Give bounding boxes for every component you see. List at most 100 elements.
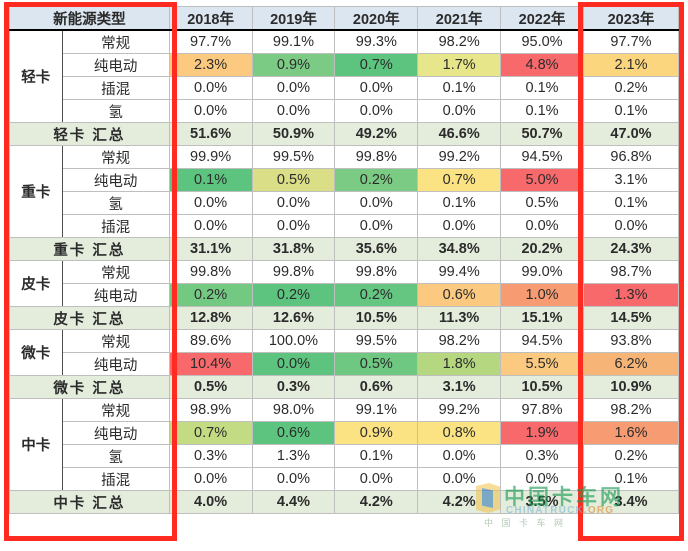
table-header-row: 新能源类型 2018年 2019年 2020年 2021年 2022年 2023年: [9, 6, 680, 31]
data-cell: 99.2%: [417, 145, 502, 169]
data-cell: 0.1%: [417, 191, 502, 215]
data-cell: 0.0%: [168, 99, 253, 123]
data-cell: 99.8%: [334, 260, 419, 284]
data-cell: 0.0%: [582, 214, 680, 238]
energy-type-label: 插混: [61, 76, 170, 100]
data-cell: 0.2%: [582, 444, 680, 468]
data-cell: 0.2%: [251, 283, 336, 307]
summary-cell: 46.6%: [417, 122, 502, 146]
data-cell: 1.3%: [251, 444, 336, 468]
data-cell: 0.0%: [334, 214, 419, 238]
summary-cell: 49.2%: [334, 122, 419, 146]
energy-type-label: 常规: [61, 145, 170, 169]
data-cell: 0.8%: [417, 421, 502, 445]
data-cell: 2.3%: [168, 53, 253, 77]
data-cell: 0.9%: [334, 421, 419, 445]
data-cell: 0.0%: [251, 99, 336, 123]
summary-cell: 31.8%: [251, 237, 336, 261]
table-row: 插混 0.0% 0.0% 0.0% 0.0% 0.0% 0.0%: [10, 214, 680, 238]
header-year-2022[interactable]: 2022年: [500, 6, 584, 31]
watermark-subtitle: 中 国 卡 车 网: [484, 518, 567, 528]
header-year-2023[interactable]: 2023年: [582, 6, 680, 31]
summary-cell: 31.1%: [168, 237, 253, 261]
data-cell: 0.0%: [417, 99, 502, 123]
data-cell: 10.4%: [168, 352, 253, 376]
data-cell: 1.9%: [500, 421, 584, 445]
data-cell: 4.8%: [500, 53, 584, 77]
data-cell: 94.5%: [500, 329, 584, 353]
data-cell: 99.3%: [334, 29, 419, 54]
summary-cell: 50.7%: [500, 122, 584, 146]
data-cell: 98.0%: [251, 398, 336, 422]
table-row: 氢 0.0% 0.0% 0.0% 0.0% 0.1% 0.1%: [10, 99, 680, 123]
data-cell: 1.7%: [417, 53, 502, 77]
energy-type-label: 氢: [61, 99, 170, 123]
data-cell: 5.5%: [500, 352, 584, 376]
data-cell: 0.0%: [168, 76, 253, 100]
data-cell: 1.3%: [582, 283, 680, 307]
data-cell: 0.0%: [251, 467, 336, 491]
table-row: 轻卡 常规 97.7% 99.1% 99.3% 98.2% 95.0% 97.7%: [9, 29, 680, 123]
data-cell: 0.2%: [334, 168, 419, 192]
data-cell: 99.8%: [251, 260, 336, 284]
data-cell: 0.1%: [500, 99, 584, 123]
data-cell: 98.2%: [417, 29, 502, 54]
data-cell: 99.1%: [251, 29, 336, 54]
data-cell: 99.5%: [251, 145, 336, 169]
summary-label: 轻卡 汇总: [9, 122, 170, 146]
summary-cell: 0.3%: [251, 375, 336, 399]
data-cell: 1.6%: [582, 421, 680, 445]
summary-cell: 0.6%: [334, 375, 419, 399]
table-row: 中卡 常规 98.9% 98.0% 99.1% 99.2% 97.8% 98.2%: [9, 398, 680, 491]
data-cell: 0.6%: [251, 421, 336, 445]
data-cell: 0.0%: [334, 467, 419, 491]
data-cell: 98.9%: [168, 398, 253, 422]
table-row: 插混 0.0% 0.0% 0.0% 0.1% 0.1% 0.2%: [10, 76, 680, 100]
data-cell: 97.7%: [582, 29, 680, 54]
summary-cell: 10.5%: [500, 375, 584, 399]
summary-cell: 34.8%: [417, 237, 502, 261]
data-cell: 0.0%: [168, 191, 253, 215]
table-row: 纯电动 0.1% 0.5% 0.2% 0.7% 5.0% 3.1%: [10, 168, 680, 192]
energy-type-label: 氢: [61, 191, 170, 215]
data-cell: 0.0%: [334, 76, 419, 100]
header-year-2021[interactable]: 2021年: [417, 6, 502, 31]
header-year-2018[interactable]: 2018年: [168, 6, 253, 31]
summary-cell: 10.9%: [582, 375, 680, 399]
data-cell: 0.6%: [417, 283, 502, 307]
table-row: 纯电动 2.3% 0.9% 0.7% 1.7% 4.8% 2.1%: [10, 53, 680, 77]
energy-type-label: 常规: [61, 260, 170, 284]
summary-cell: 3.5%: [500, 490, 584, 514]
header-year-2020[interactable]: 2020年: [334, 6, 419, 31]
data-cell: 0.9%: [251, 53, 336, 77]
data-cell: 99.1%: [334, 398, 419, 422]
data-cell: 0.0%: [417, 444, 502, 468]
energy-type-label: 纯电动: [61, 53, 170, 77]
summary-cell: 20.2%: [500, 237, 584, 261]
data-cell: 0.0%: [251, 352, 336, 376]
data-cell: 0.0%: [251, 214, 336, 238]
energy-type-label: 纯电动: [61, 421, 170, 445]
summary-row: 轻卡 汇总 51.6% 50.9% 49.2% 46.6% 50.7% 47.0%: [9, 122, 680, 146]
table-row: 微卡 常规 89.6% 100.0% 99.5% 98.2% 94.5% 93.8%: [9, 329, 680, 376]
data-cell: 0.0%: [251, 76, 336, 100]
table-row: 重卡 常规 99.9% 99.5% 99.8% 99.2% 94.5% 96.8%: [9, 145, 680, 238]
summary-row: 重卡 汇总 31.1% 31.8% 35.6% 34.8% 20.2% 24.3%: [9, 237, 680, 261]
summary-cell: 35.6%: [334, 237, 419, 261]
data-cell: 0.1%: [582, 467, 680, 491]
energy-type-label: 纯电动: [61, 283, 170, 307]
data-cell: 98.2%: [417, 329, 502, 353]
energy-type-label: 纯电动: [61, 168, 170, 192]
data-cell: 0.5%: [500, 191, 584, 215]
summary-cell: 12.8%: [168, 306, 253, 330]
table-row: 纯电动 0.7% 0.6% 0.9% 0.8% 1.9% 1.6%: [10, 421, 680, 445]
header-year-2019[interactable]: 2019年: [251, 6, 336, 31]
summary-label: 重卡 汇总: [9, 237, 170, 261]
table-row: 插混 0.0% 0.0% 0.0% 0.0% 0.0% 0.1%: [10, 467, 680, 491]
summary-row: 皮卡 汇总 12.8% 12.6% 10.5% 11.3% 15.1% 14.5%: [9, 306, 680, 330]
data-cell: 0.0%: [417, 214, 502, 238]
summary-cell: 10.5%: [334, 306, 419, 330]
table-row: 氢 0.3% 1.3% 0.1% 0.0% 0.3% 0.2%: [10, 444, 680, 468]
data-cell: 2.1%: [582, 53, 680, 77]
data-cell: 0.1%: [582, 191, 680, 215]
